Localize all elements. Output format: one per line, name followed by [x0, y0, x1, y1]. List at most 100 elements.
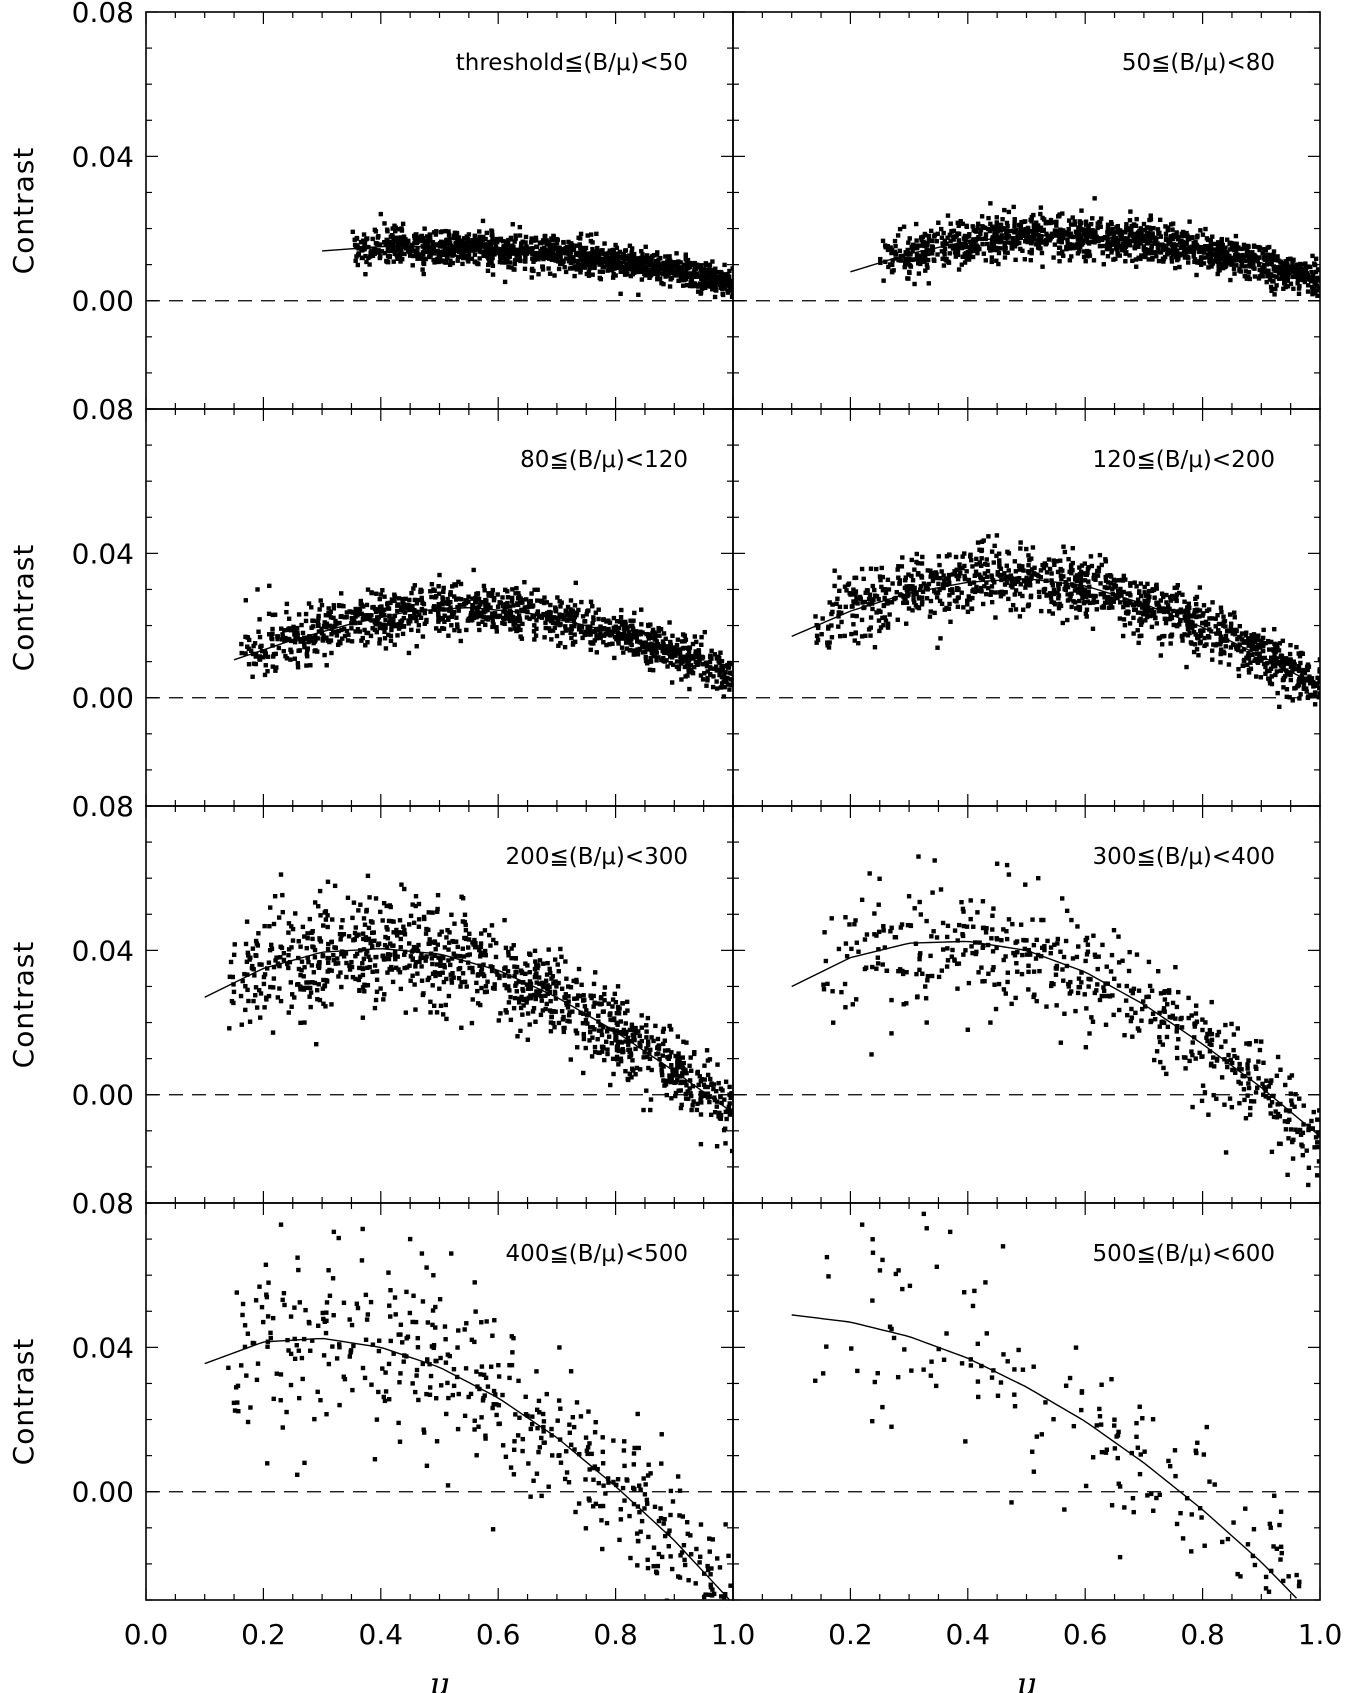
data-point [1087, 253, 1093, 258]
data-point [457, 239, 462, 244]
data-point [362, 627, 367, 633]
data-point [1060, 235, 1066, 241]
data-point [606, 626, 611, 632]
data-point [1305, 283, 1311, 288]
data-point [593, 255, 598, 260]
data-point [597, 249, 602, 255]
data-point [490, 587, 496, 593]
data-point [703, 279, 708, 284]
data-point [475, 237, 481, 242]
data-point [472, 259, 477, 264]
data-point [397, 256, 402, 261]
data-point [1250, 250, 1255, 255]
data-point [1029, 556, 1034, 561]
data-point [506, 264, 511, 270]
data-point [935, 231, 940, 237]
data-point [1135, 610, 1141, 615]
data-point [1095, 225, 1100, 231]
data-point [1049, 580, 1055, 585]
data-point [485, 268, 491, 274]
data-point [1131, 236, 1137, 241]
data-point [245, 635, 250, 640]
data-point [697, 654, 702, 659]
data-point [304, 663, 309, 668]
data-point [611, 264, 616, 269]
data-point [866, 602, 872, 607]
data-point [487, 248, 493, 253]
data-point [1139, 633, 1144, 639]
data-point [1302, 279, 1308, 285]
data-point [578, 236, 583, 241]
data-point [338, 641, 343, 646]
data-point [674, 272, 679, 277]
data-point [660, 271, 665, 277]
data-point [549, 637, 554, 642]
data-point [1221, 614, 1226, 619]
data-point [555, 618, 561, 624]
data-point [596, 258, 601, 264]
data-point [1173, 250, 1178, 255]
data-point [489, 228, 494, 233]
data-point [1099, 237, 1105, 243]
data-point [944, 605, 949, 611]
data-point [400, 596, 406, 602]
data-point [362, 240, 368, 246]
data-point [979, 214, 985, 219]
data-point [286, 616, 292, 621]
data-point [445, 255, 450, 260]
data-point [814, 640, 819, 645]
data-point [427, 250, 432, 256]
data-point [524, 597, 529, 602]
data-point [720, 664, 725, 669]
data-point [359, 602, 364, 607]
data-point [969, 246, 975, 251]
data-point [257, 634, 263, 640]
data-point [893, 251, 898, 257]
data-point [703, 275, 708, 281]
data-point [1061, 253, 1066, 259]
panel-1: threshold≦(B/μ)<50 [145, 11, 734, 410]
data-point [1092, 235, 1097, 241]
data-point [1261, 661, 1267, 667]
data-point [682, 639, 687, 644]
data-point [1283, 259, 1288, 264]
data-point [974, 236, 980, 242]
data-point [872, 645, 878, 650]
data-point [970, 224, 975, 229]
data-point [580, 614, 586, 619]
data-point [1133, 240, 1138, 245]
data-point [470, 617, 475, 623]
data-point [341, 626, 347, 632]
data-point [1290, 668, 1295, 673]
data-point [1275, 268, 1280, 273]
data-point [1236, 667, 1241, 672]
data-point [1266, 268, 1271, 274]
data-point [952, 250, 958, 255]
data-point [427, 239, 433, 244]
data-point [947, 593, 952, 598]
data-point [1045, 219, 1051, 225]
data-point [906, 606, 912, 611]
data-point [675, 637, 681, 642]
data-point [1184, 230, 1189, 236]
data-point [1132, 222, 1137, 227]
data-point [463, 247, 468, 253]
data-point [988, 245, 993, 250]
data-point [445, 601, 451, 606]
data-point [942, 252, 947, 257]
data-point [1004, 220, 1010, 226]
data-point [930, 247, 936, 252]
data-point [994, 233, 999, 239]
data-point [1288, 256, 1293, 261]
data-point [439, 250, 445, 255]
data-point [565, 604, 571, 610]
data-point [313, 633, 318, 639]
data-point [1115, 239, 1121, 245]
data-point [263, 663, 268, 668]
data-point [924, 596, 930, 601]
data-point [590, 621, 595, 626]
data-point [874, 594, 880, 599]
data-point [466, 246, 472, 251]
data-point [582, 619, 587, 624]
data-point [353, 629, 358, 634]
